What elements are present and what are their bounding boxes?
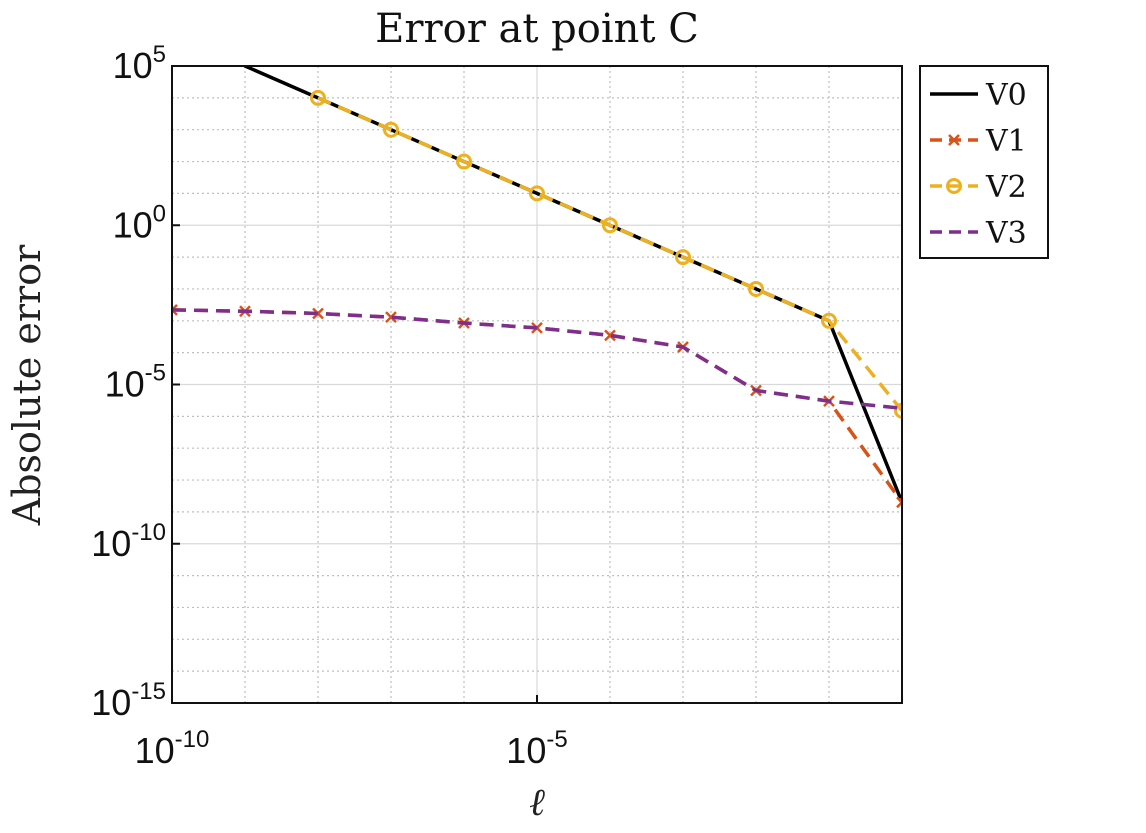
legend-marker xyxy=(946,178,962,194)
legend-item-V2: V2 xyxy=(930,170,1027,205)
grid xyxy=(171,65,903,704)
series-V0 xyxy=(242,66,902,503)
series-point-V2 xyxy=(383,121,399,138)
series-point-V2 xyxy=(894,402,902,419)
x-tick-label-exponent: -5 xyxy=(546,726,567,753)
series-point-V2 xyxy=(748,280,764,297)
series-point-V1 xyxy=(604,329,616,342)
x-tick-label: 10-10 xyxy=(135,726,210,771)
series-line-V0 xyxy=(242,66,902,503)
legend-item-V1: V1 xyxy=(930,124,1027,159)
series-point-V2 xyxy=(529,185,545,202)
y-tick-label: 10-5 xyxy=(105,360,166,405)
series-point-V1 xyxy=(896,496,902,509)
series-point-V1 xyxy=(312,307,324,320)
y-tick-label-exponent: -15 xyxy=(131,678,166,705)
series-point-V1 xyxy=(385,311,397,324)
x-tick-label-base: 10 xyxy=(135,730,175,771)
y-axis-label: Absolute error xyxy=(5,244,49,526)
series-V3 xyxy=(172,308,902,410)
y-tick-label-base: 10 xyxy=(113,45,153,86)
legend-label: V0 xyxy=(985,78,1027,113)
legend-label: V3 xyxy=(985,216,1027,251)
y-tick-label-base: 10 xyxy=(91,682,131,723)
series-line-V3 xyxy=(172,308,902,410)
series-point-V2 xyxy=(821,312,837,329)
series-line-V2 xyxy=(317,96,902,412)
series-point-V2 xyxy=(675,249,691,266)
y-tick-label-exponent: 0 xyxy=(153,200,166,227)
series-point-V2 xyxy=(456,153,472,170)
y-tick-label-base: 10 xyxy=(105,364,145,405)
y-tick-label-base: 10 xyxy=(91,523,131,564)
x-axis-label: ℓ xyxy=(529,780,545,824)
y-tick-label: 100 xyxy=(113,200,166,245)
legend-box xyxy=(919,65,1049,259)
series-point-V1 xyxy=(172,304,178,316)
y-tick-label-exponent: -5 xyxy=(145,360,166,387)
series-V2 xyxy=(310,89,902,419)
y-tick-label: 10-10 xyxy=(91,519,166,564)
x-tick-label: 10-5 xyxy=(506,726,567,771)
y-tick-label-exponent: -10 xyxy=(131,519,166,546)
legend-label: V1 xyxy=(985,124,1027,159)
legend-label: V2 xyxy=(985,170,1027,205)
legend: V0 V1 V2 V3 xyxy=(919,65,1049,259)
legend-item-V3: V3 xyxy=(930,216,1027,251)
legend-marker xyxy=(948,134,960,146)
plot-series xyxy=(172,66,902,509)
x-tick-label-exponent: -10 xyxy=(175,726,210,753)
y-tick-label-exponent: 5 xyxy=(153,41,166,68)
x-tick-label-base: 10 xyxy=(506,730,546,771)
y-tick-label-base: 10 xyxy=(113,204,153,245)
chart-title: Error at point C xyxy=(375,6,699,52)
series-point-V2 xyxy=(310,89,326,106)
y-tick-label: 105 xyxy=(113,41,166,86)
y-tick-label: 10-15 xyxy=(91,678,166,723)
legend-item-V0: V0 xyxy=(930,78,1027,113)
series-point-V2 xyxy=(602,217,618,234)
